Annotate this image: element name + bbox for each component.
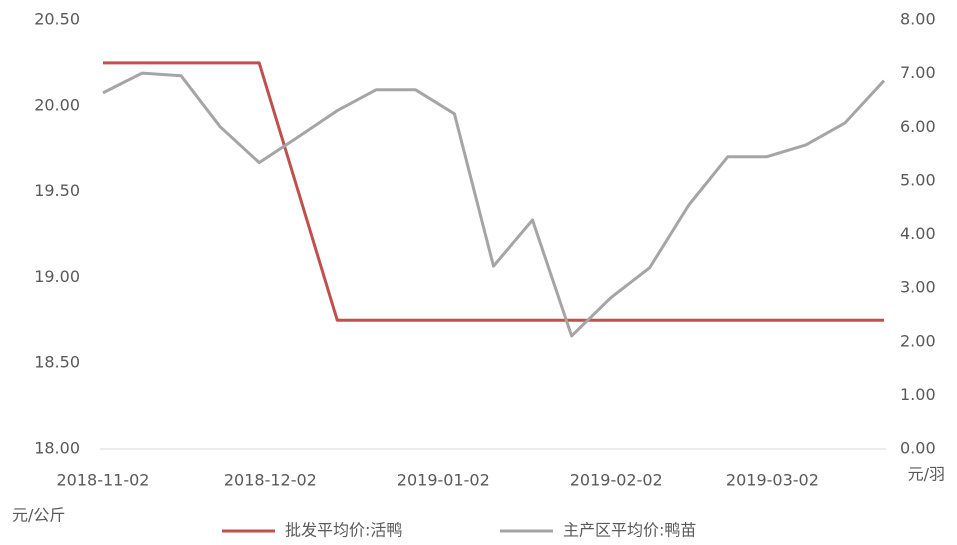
series-line	[102, 71, 886, 338]
y-tick-label: 20.50	[34, 10, 80, 29]
x-tick-label: 2019-02-02	[570, 471, 663, 490]
x-tick-label: 2019-03-02	[726, 471, 819, 490]
y2-tick-label: 4.00	[900, 224, 936, 243]
y-axis-label: 元/公斤	[12, 506, 65, 525]
y2-tick-label: 6.00	[900, 117, 936, 136]
series-line	[103, 61, 884, 322]
y2-tick-label: 1.00	[900, 385, 936, 404]
y2-tick-label: 8.00	[900, 10, 936, 29]
y2-tick-label: 5.00	[900, 170, 936, 189]
x-tick-label: 2018-11-02	[57, 471, 150, 490]
y2-tick-label: 7.00	[900, 63, 936, 82]
x-tick-label: 2018-12-02	[224, 471, 317, 490]
legend-label: 主产区平均价:鸭苗	[563, 521, 696, 540]
y-tick-label: 18.00	[34, 439, 80, 458]
y-tick-label: 19.50	[34, 181, 80, 200]
y2-tick-label: 3.00	[900, 278, 936, 297]
y2-tick-label: 0.00	[900, 439, 936, 458]
legend-label: 批发平均价:活鸭	[285, 521, 402, 540]
y2-axis-label: 元/羽	[908, 465, 945, 484]
y-tick-label: 20.00	[34, 95, 80, 114]
y-tick-label: 18.50	[34, 353, 80, 372]
y2-tick-label: 2.00	[900, 331, 936, 350]
y-tick-label: 19.00	[34, 267, 80, 286]
x-tick-label: 2019-01-02	[397, 471, 490, 490]
